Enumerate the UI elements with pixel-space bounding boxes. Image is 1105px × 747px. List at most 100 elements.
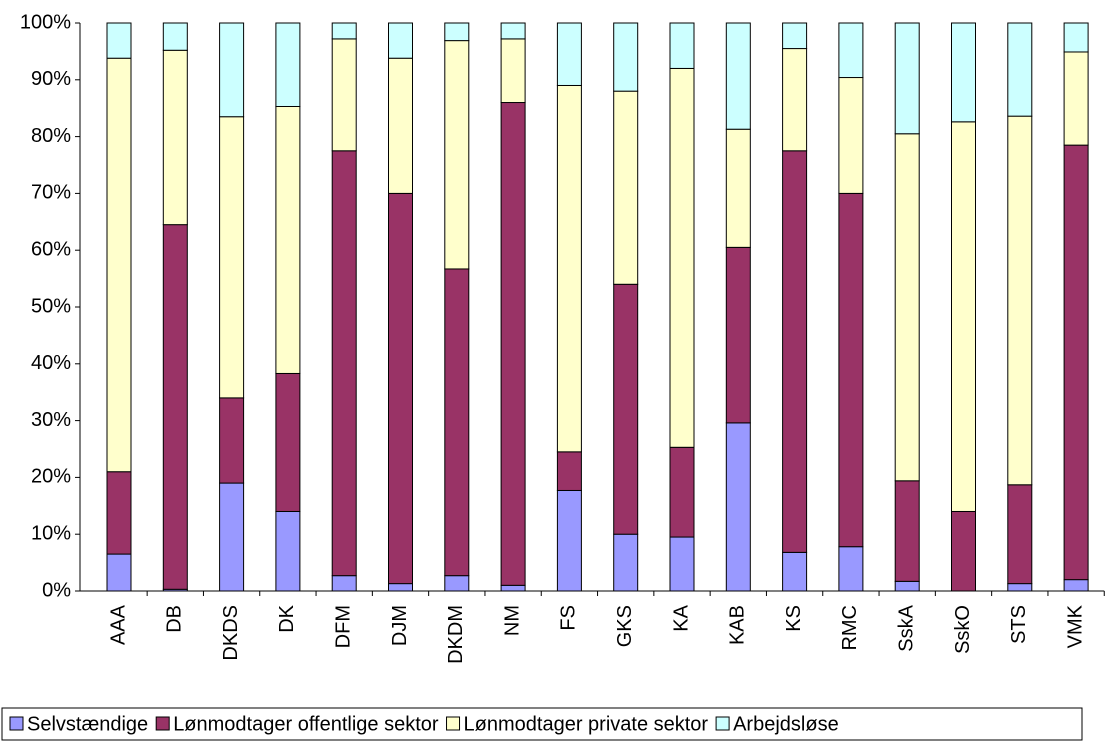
legend-label: Lønmodtager private sektor [464, 713, 709, 735]
bar-segment [106, 22, 132, 59]
legend-box [1, 707, 1083, 741]
bar-segment [219, 22, 245, 118]
x-tick-label: DK [276, 604, 298, 632]
bar-segment [669, 22, 695, 69]
bar-segment [556, 451, 582, 491]
x-tick-label: VMK [1064, 604, 1086, 648]
bar-segment [219, 482, 245, 592]
bar-segment [782, 22, 808, 50]
legend-swatch [715, 716, 730, 731]
bar-segment [500, 22, 526, 40]
bar-segment [556, 22, 582, 86]
bar-segment [275, 22, 301, 107]
x-tick-label: GKS [614, 605, 636, 647]
bar-segment [1063, 22, 1089, 53]
x-tick-label: RMC [839, 605, 861, 651]
bar-segment [388, 22, 413, 59]
bar-segment [106, 57, 132, 473]
x-tick-label: KS [783, 605, 805, 632]
bar-segment [613, 90, 639, 285]
x-tick-label: NM [501, 605, 523, 636]
bar-segment [838, 192, 864, 548]
bar-segment [162, 22, 188, 51]
bar-segment [500, 38, 526, 104]
bar-segment [725, 422, 751, 592]
bar-segment [444, 268, 470, 577]
y-tick-label: 0% [42, 579, 71, 601]
legend-swatch [446, 716, 461, 731]
bar-segment [613, 533, 639, 592]
bar-segment [1007, 115, 1033, 486]
x-tick-label: KAB [727, 605, 749, 645]
bar-segment [838, 22, 864, 79]
bar-segment [556, 489, 582, 592]
bar-segment [106, 553, 132, 592]
bar-segment [162, 224, 188, 590]
bar-segment [275, 372, 301, 512]
x-tick-label: DKDM [445, 605, 467, 664]
bar-segment [500, 584, 526, 592]
y-tick-label: 10% [31, 522, 71, 544]
x-tick-label: DB [164, 605, 186, 633]
bar-segment [275, 105, 301, 374]
bar-segment [331, 38, 357, 152]
bar-segment [444, 575, 470, 592]
bar-segment [388, 583, 413, 592]
bar-segment [1007, 22, 1033, 117]
bar-segment [894, 580, 920, 592]
bar-segment [669, 446, 695, 538]
x-tick-label: FS [558, 605, 580, 631]
bar-segment [782, 551, 808, 592]
bar-segment [725, 246, 751, 424]
y-tick-label: 100% [20, 11, 71, 33]
bar-segment [1063, 51, 1089, 146]
bar-segment [444, 22, 470, 42]
bar-segment [725, 22, 751, 130]
bar-segment [388, 57, 413, 194]
bar-segment [1063, 579, 1089, 592]
bar-segment [388, 192, 413, 585]
bar-segment [951, 22, 976, 123]
bar-segment [782, 150, 808, 553]
bar-segment [613, 283, 639, 535]
bar-segment [782, 48, 808, 152]
bar-segment [838, 77, 864, 194]
x-tick-label: STS [1008, 605, 1030, 644]
bar-segment [669, 67, 695, 448]
y-tick-label: 60% [31, 238, 71, 260]
legend-label: Selvstændige [27, 713, 148, 735]
x-tick-label: SskO [952, 605, 974, 654]
bar-segment [894, 22, 920, 135]
bar-segment [219, 116, 245, 399]
y-tick-label: 50% [31, 295, 71, 317]
bar-segment [838, 546, 864, 592]
bar-segment [219, 397, 245, 484]
bar-segment [894, 480, 920, 582]
bar-segment [725, 128, 751, 248]
legend-label: Lønmodtager offentlige sektor [173, 713, 439, 735]
bar-segment [556, 84, 582, 453]
bar-segment [331, 575, 357, 592]
bar-segment [444, 40, 470, 270]
legend-swatch [155, 716, 170, 731]
x-tick-label: KA [670, 604, 692, 631]
x-tick-label: DFM [332, 605, 354, 648]
y-tick-label: 70% [31, 182, 71, 204]
bar-segment [894, 133, 920, 482]
bar-segment [669, 536, 695, 592]
bar-segment [162, 49, 188, 226]
legend-label: Arbejdsløse [733, 713, 839, 735]
y-tick-label: 30% [31, 409, 71, 431]
bar-segment [951, 510, 976, 592]
x-tick-label: AAA [107, 604, 129, 645]
bar-segment [331, 150, 357, 577]
bar-segment [275, 510, 301, 592]
bar-segment [1063, 144, 1089, 581]
x-tick-label: DKDS [220, 605, 242, 661]
legend-swatch [9, 716, 24, 731]
bar-segment [613, 22, 639, 92]
y-tick-label: 20% [31, 466, 71, 488]
bar-segment [106, 471, 132, 555]
bar-segment [1007, 484, 1033, 585]
